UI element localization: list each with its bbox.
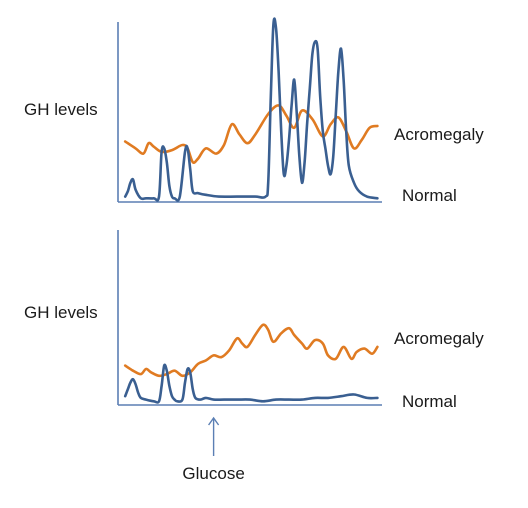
bottom-legend-acromegaly: Acromegaly (394, 329, 484, 348)
top-ylabel: GH levels (24, 100, 98, 119)
glucose-annotation: Glucose (182, 464, 244, 483)
glucose-arrow (208, 416, 220, 456)
top-series-normal-line (123, 17, 379, 202)
bottom-ylabel: GH levels (24, 303, 98, 322)
top-legend-acromegaly: Acromegaly (394, 125, 484, 144)
top-panel: GH levels Acromegaly Normal (24, 17, 484, 205)
bottom-series-normal-line (123, 363, 379, 404)
bottom-panel: GH levels Acromegaly Normal Glucose (24, 230, 484, 483)
top-series-acromegaly-line (123, 104, 379, 164)
bottom-legend-normal: Normal (402, 392, 457, 411)
top-legend-normal: Normal (402, 186, 457, 205)
